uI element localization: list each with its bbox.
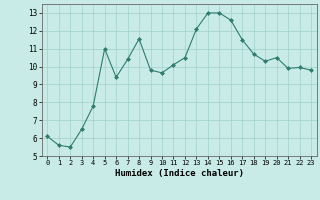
X-axis label: Humidex (Indice chaleur): Humidex (Indice chaleur): [115, 169, 244, 178]
